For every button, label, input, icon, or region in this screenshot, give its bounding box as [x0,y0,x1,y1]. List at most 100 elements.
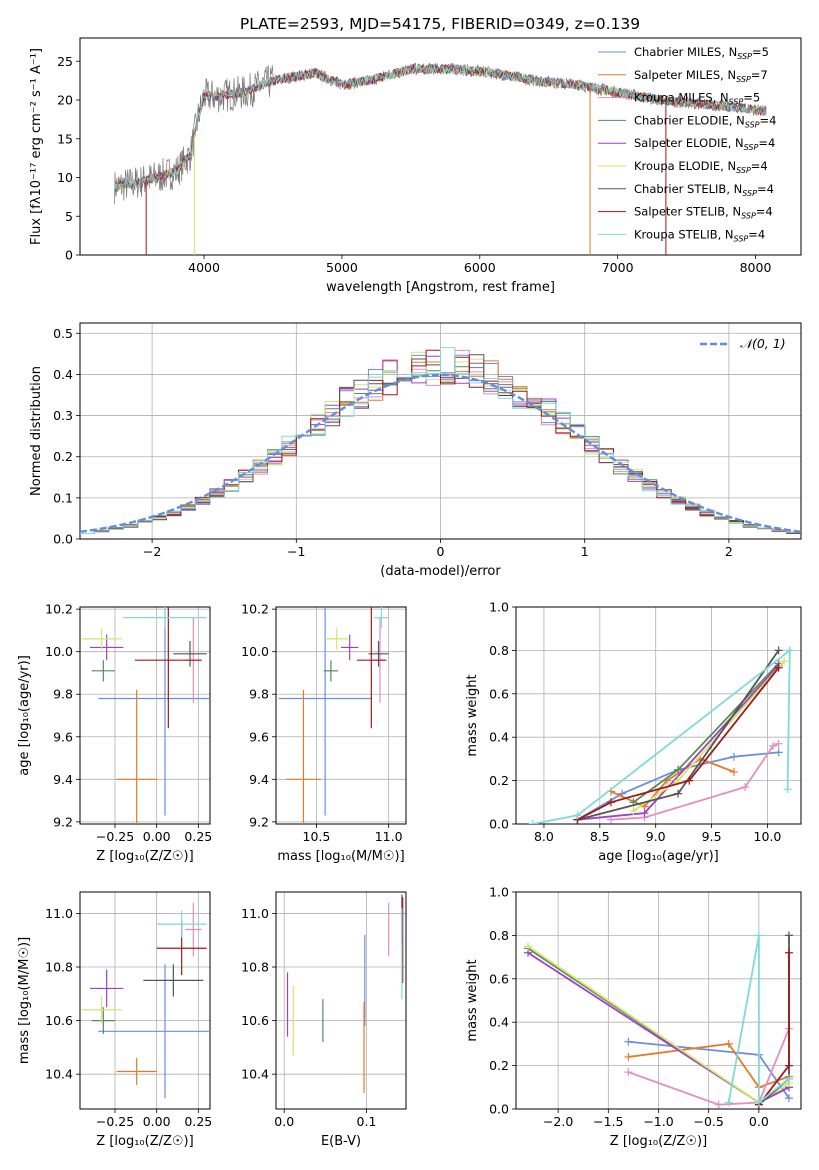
legend-text: Salpeter ELODIE, N [634,136,744,150]
plus-marker [524,942,533,951]
y-tick-label: 9.6 [249,729,269,744]
plot-area [81,607,210,824]
x-axis-label: Z [log₁₀(Z/Z☉)] [96,1134,193,1149]
plus-marker [784,1074,793,1083]
plus-marker [624,1052,633,1061]
weight-line-kroupa-miles [628,1028,790,1106]
legend-count: =4 [758,136,775,150]
y-tick-label: 0.0 [489,817,509,832]
plus-marker [674,765,683,774]
x-tick-label: 8000 [740,260,772,275]
plus-marker [624,1068,633,1077]
y-axis-label: mass [log₁₀(M/M☉)] [17,937,32,1064]
plus-marker [674,789,683,798]
plus-marker [774,646,783,655]
plus-marker [754,1098,763,1107]
legend-subscript: SSP [736,75,751,84]
plus-marker [784,931,793,940]
x-tick-label: −1.5 [593,1114,623,1129]
y-tick-label: 9.4 [249,772,269,787]
y-tick-label: 10.4 [45,1067,73,1082]
x-tick-label: 0.00 [143,829,171,844]
y-tick-label: 10.6 [45,1013,73,1028]
plus-marker [774,748,783,757]
axes-frame [79,891,211,1110]
histogram-kroupa-stelib [80,347,801,534]
panel-mass_vs_ebv: 0.0 0.1 10.4 10.6 10.8 11.0 E(B-V) [241,891,407,1149]
errorbar-salpeter-elodie [341,634,359,661]
y-tick-label: 0.1 [53,490,73,505]
x-tick-label: 5000 [326,260,358,275]
y-tick-label: 0.4 [53,367,73,382]
y-tick-label: 25 [57,54,73,69]
panel-weight_vs_Z: −2.0 −1.5 −1.0 −0.5 0.0 0.0 0.2 0.4 0.6 0.8 1.0 Z [… [465,885,802,1149]
y-tick-label: 1.0 [489,885,509,900]
plus-marker [774,663,783,672]
y-tick-label: 10 [57,170,73,185]
errorbar-salpeter-miles [286,689,321,824]
x-tick-label: 1 [581,544,589,559]
errorbar-kroupa-miles [185,902,202,957]
y-tick-label: 0.2 [489,1058,509,1073]
y-tick-label: 15 [57,131,73,146]
plus-marker [685,776,694,785]
plus-marker [784,1061,793,1070]
legend-text: Salpeter STELIB, N [634,205,741,219]
x-tick-label: 10.5 [303,829,331,844]
y-tick-label: 11.0 [45,906,73,921]
x-tick-label: 0.25 [184,829,212,844]
y-tick-label: 9.8 [53,687,73,702]
legend-count: =5 [743,91,760,105]
legend-text: Salpeter MILES, N [634,68,736,82]
errorbar-chabrier-miles [278,607,372,816]
y-tick-label: 9.4 [53,772,73,787]
legend-subscript: SSP [737,52,752,61]
y-tick-label: 11.0 [241,906,269,921]
errorbar-kroupa-elodie [81,628,122,650]
x-tick-label: −0.5 [693,1114,723,1129]
legend-text: Kroupa MILES, N [634,91,729,105]
y-tick-label: 0.5 [53,326,73,341]
plus-marker [573,811,582,820]
plus-marker [729,752,738,761]
y-axis-label: mass weight [465,674,480,756]
panel-mass_vs_Z: −0.25 0.00 0.25 10.4 10.6 10.8 11.0 Z [log₁₀(Z/… [17,891,212,1149]
plus-marker [769,741,778,750]
y-tick-label: 0.0 [53,532,73,547]
plot-area [278,607,389,824]
errorbar-salpeter-miles [116,1058,157,1085]
y-tick-label: 0.3 [53,408,73,423]
x-axis-label: Z [log₁₀(Z/Z☉)] [96,849,193,864]
legend-text: Chabrier MILES, N [634,45,737,59]
y-tick-label: 0 [65,248,73,263]
plus-marker [784,1094,793,1103]
x-tick-label: 8.0 [534,829,554,844]
x-tick-label: −0.25 [96,1114,134,1129]
plot-area [114,62,767,255]
errorbar-salpeter-stelib [356,607,386,729]
x-axis-label: age [log₁₀(age/yr)] [598,849,719,864]
y-tick-label: 10.4 [241,1067,269,1082]
legend-subscript: SSP [741,212,756,221]
plus-marker [528,820,537,824]
errorbar-kroupa-stelib [123,607,207,629]
y-tick-label: 10.6 [241,1013,269,1028]
x-tick-label: 7000 [602,260,634,275]
plus-marker [624,1037,633,1046]
plus-marker [640,809,649,818]
errorbar-kroupa-elodie [325,628,349,650]
errorbar-chabrier-stelib [173,641,207,667]
plus-marker [754,931,763,940]
y-tick-label: 0.6 [489,971,509,986]
y-tick-label: 9.6 [53,729,73,744]
weight-line-chabrier-elodie [632,662,780,804]
errorbar-kroupa-elodie [81,996,122,1024]
errorbar-chabrier-elodie [91,660,115,682]
legend-text: Chabrier STELIB, N [634,182,742,196]
y-tick-label: 0.4 [489,730,509,745]
x-tick-label: 8.5 [590,829,610,844]
plus-marker [741,783,750,792]
legend-text: Chabrier ELODIE, N [634,113,745,127]
x-tick-label: 0.1 [357,1114,377,1129]
x-tick-label: 6000 [464,260,496,275]
